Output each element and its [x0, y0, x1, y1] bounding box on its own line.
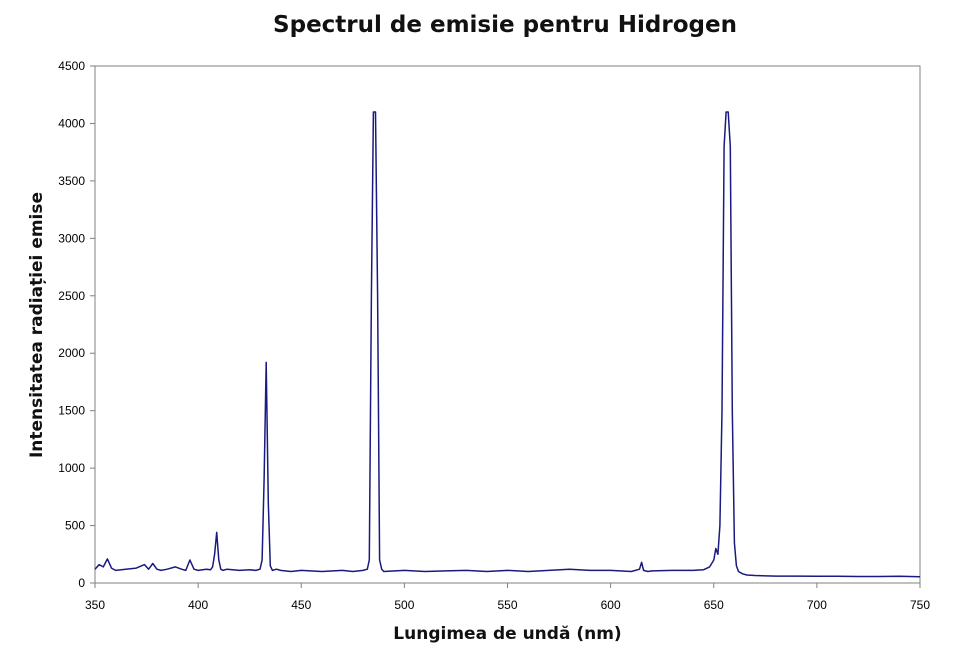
y-axis: 0 500 1000 1500 2000 2500 3000 3500 4000 4500 [58, 59, 95, 590]
x-tick-label: 750 [910, 598, 930, 612]
x-tick-label: 600 [601, 598, 621, 612]
y-tick-label: 3500 [58, 174, 85, 188]
plot-area [94, 65, 921, 584]
x-tick-label: 400 [188, 598, 208, 612]
y-tick-label: 2500 [58, 289, 85, 303]
y-tick-label: 1000 [58, 461, 85, 475]
x-tick-label: 350 [85, 598, 105, 612]
x-tick-label: 650 [704, 598, 724, 612]
y-tick-label: 2000 [58, 346, 85, 360]
y-axis-label: Intensitatea radiației emise [27, 191, 47, 459]
y-tick-label: 4000 [58, 116, 85, 130]
y-tick-label: 3000 [58, 231, 85, 245]
x-axis: 350 400 450 500 550 600 650 700 750 [85, 583, 930, 612]
y-tick-label: 1500 [58, 404, 85, 418]
y-tick-label: 500 [65, 519, 85, 533]
x-tick-label: 500 [394, 598, 414, 612]
x-axis-label: Lungimea de undă (nm) [393, 624, 622, 644]
y-tick-label: 0 [78, 576, 85, 590]
x-tick-label: 450 [291, 598, 311, 612]
series-line [94, 111, 921, 578]
y-tick-label: 4500 [58, 59, 85, 73]
x-tick-label: 700 [807, 598, 827, 612]
chart-title: Spectrul de emisie pentru Hidrogen [273, 12, 737, 38]
x-tick-label: 550 [497, 598, 517, 612]
